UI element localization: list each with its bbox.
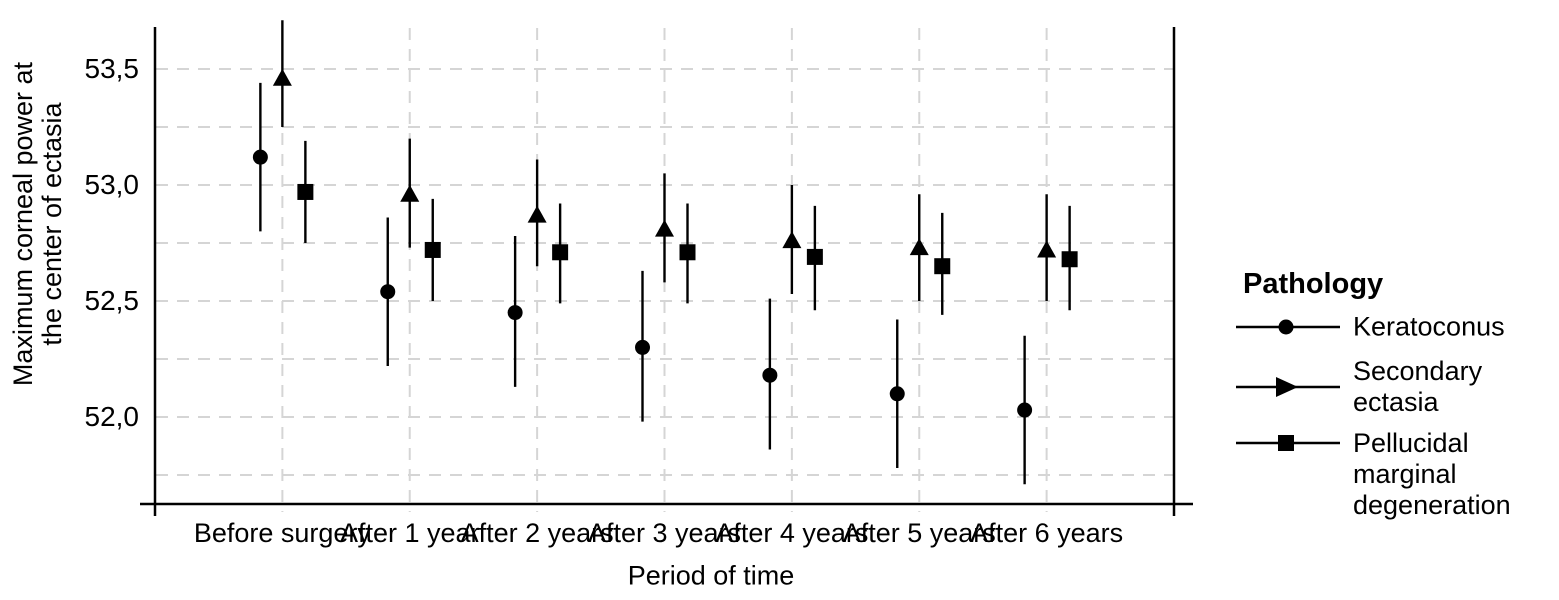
legend-title: Pathology xyxy=(1243,268,1384,300)
marker-pellucidal-marginal-degeneration xyxy=(934,258,951,275)
legend-label-keratoconus: Keratoconus xyxy=(1353,311,1505,342)
legend-label-secondary-ectasia: Secondary ectasia xyxy=(1353,356,1483,417)
legend-keratoconus-circle-icon xyxy=(1236,319,1340,335)
marker-secondary-ectasia xyxy=(527,205,547,223)
x-tick-label: After 1 year xyxy=(339,518,480,548)
legend-secondary-ectasia-triangle-icon xyxy=(1236,377,1340,397)
x-tick-label: After 6 years xyxy=(970,518,1124,548)
legend-marker-glyph xyxy=(1278,319,1294,335)
y-tick-label: 52,0 xyxy=(84,400,140,432)
marker-pellucidal-marginal-degeneration xyxy=(424,241,441,258)
marker-keratoconus xyxy=(1017,402,1033,418)
marker-pellucidal-marginal-degeneration xyxy=(552,244,569,261)
x-tick-label: Before surgery xyxy=(193,518,371,548)
marker-secondary-ectasia xyxy=(782,231,802,249)
marker-keratoconus xyxy=(889,386,905,402)
marker-keratoconus xyxy=(635,339,650,355)
marker-keratoconus xyxy=(507,305,523,321)
marker-secondary-ectasia xyxy=(909,238,929,256)
y-tick-label: 52,5 xyxy=(84,284,140,316)
marker-pellucidal-marginal-degeneration xyxy=(679,244,696,261)
marker-pellucidal-marginal-degeneration xyxy=(1061,251,1078,268)
marker-keratoconus xyxy=(380,284,396,300)
legend: Pathology Keratoconus Secondary ectasia … xyxy=(1233,0,1559,600)
y-tick-label: 53,0 xyxy=(84,168,140,200)
y-axis-title: Maximum corneal power at the center of e… xyxy=(8,61,67,387)
legend-marker-glyph xyxy=(1278,435,1294,451)
x-axis-title: Period of time xyxy=(627,560,795,591)
x-tick-label: After 2 years xyxy=(460,518,614,548)
marker-secondary-ectasia xyxy=(272,68,292,86)
legend-marker-glyph xyxy=(1276,377,1298,397)
marker-pellucidal-marginal-degeneration xyxy=(297,183,314,200)
y-tick-label: 53,5 xyxy=(84,52,140,84)
marker-secondary-ectasia xyxy=(1037,240,1057,258)
marker-secondary-ectasia xyxy=(400,184,420,202)
marker-pellucidal-marginal-degeneration xyxy=(806,248,823,265)
marker-keratoconus xyxy=(252,149,268,165)
legend-pellucidal-marginal-degeneration-square-icon xyxy=(1236,435,1340,451)
legend-label-pellucidal-marginal-degeneration: Pellucidal marginal degeneration xyxy=(1353,428,1511,520)
x-tick-label: After 5 years xyxy=(842,518,996,548)
marker-secondary-ectasia xyxy=(655,219,674,237)
marker-keratoconus xyxy=(762,367,778,383)
x-tick-label: After 4 years xyxy=(715,518,869,548)
x-tick-label: After 3 years xyxy=(587,518,742,548)
